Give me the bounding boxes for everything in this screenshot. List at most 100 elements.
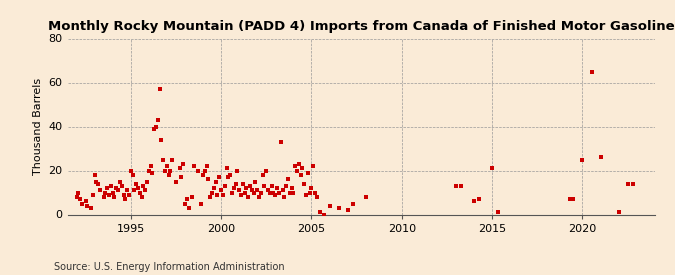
- Point: [201, 164, 212, 168]
- Point: [151, 124, 161, 129]
- Point: [300, 192, 311, 197]
- Point: [136, 195, 147, 199]
- Point: [225, 173, 236, 177]
- Point: [102, 186, 113, 190]
- Point: [248, 190, 259, 195]
- Title: Monthly Rocky Mountain (PADD 4) Imports from Canada of Finished Motor Gasoline: Monthly Rocky Mountain (PADD 4) Imports …: [48, 20, 674, 33]
- Point: [622, 182, 633, 186]
- Point: [586, 69, 597, 74]
- Point: [71, 195, 82, 199]
- Point: [199, 168, 210, 173]
- Point: [268, 190, 279, 195]
- Point: [127, 173, 138, 177]
- Point: [232, 168, 243, 173]
- Point: [221, 166, 232, 170]
- Point: [288, 190, 299, 195]
- Point: [259, 184, 270, 188]
- Point: [183, 206, 194, 210]
- Point: [236, 192, 246, 197]
- Point: [132, 186, 143, 190]
- Point: [129, 188, 140, 192]
- Point: [295, 173, 306, 177]
- Point: [348, 201, 358, 206]
- Point: [156, 138, 167, 142]
- Point: [192, 168, 203, 173]
- Point: [243, 195, 254, 199]
- Point: [209, 186, 219, 190]
- Point: [111, 186, 122, 190]
- Point: [456, 184, 467, 188]
- Point: [176, 175, 187, 179]
- Point: [294, 162, 304, 166]
- Point: [310, 190, 321, 195]
- Y-axis label: Thousand Barrels: Thousand Barrels: [33, 78, 43, 175]
- Point: [163, 173, 174, 177]
- Point: [228, 186, 239, 190]
- Point: [263, 188, 273, 192]
- Point: [214, 175, 225, 179]
- Point: [99, 195, 109, 199]
- Point: [299, 182, 310, 186]
- Point: [89, 173, 100, 177]
- Point: [174, 166, 185, 170]
- Point: [100, 190, 111, 195]
- Point: [115, 179, 126, 184]
- Point: [290, 164, 300, 168]
- Point: [80, 199, 91, 204]
- Point: [165, 168, 176, 173]
- Point: [487, 166, 497, 170]
- Point: [246, 188, 257, 192]
- Point: [217, 192, 228, 197]
- Point: [158, 157, 169, 162]
- Point: [171, 179, 182, 184]
- Point: [238, 182, 248, 186]
- Point: [308, 164, 319, 168]
- Point: [212, 192, 223, 197]
- Point: [342, 208, 353, 212]
- Point: [275, 140, 286, 144]
- Point: [283, 177, 294, 182]
- Point: [109, 195, 120, 199]
- Point: [203, 177, 214, 182]
- Point: [281, 184, 292, 188]
- Point: [223, 175, 234, 179]
- Point: [324, 204, 335, 208]
- Point: [107, 190, 118, 195]
- Point: [180, 201, 190, 206]
- Point: [564, 197, 575, 201]
- Point: [468, 199, 479, 204]
- Point: [286, 186, 297, 190]
- Point: [148, 126, 159, 131]
- Point: [230, 182, 241, 186]
- Point: [73, 190, 84, 195]
- Point: [95, 188, 105, 192]
- Point: [292, 168, 302, 173]
- Point: [153, 118, 163, 122]
- Point: [122, 188, 132, 192]
- Point: [257, 173, 268, 177]
- Point: [198, 173, 209, 177]
- Point: [76, 201, 87, 206]
- Point: [196, 201, 207, 206]
- Point: [277, 188, 288, 192]
- Point: [250, 179, 261, 184]
- Point: [273, 190, 284, 195]
- Point: [134, 190, 145, 195]
- Point: [333, 206, 344, 210]
- Point: [284, 190, 295, 195]
- Point: [360, 195, 371, 199]
- Point: [188, 164, 199, 168]
- Point: [255, 190, 266, 195]
- Point: [155, 87, 165, 91]
- Text: Source: U.S. Energy Information Administration: Source: U.S. Energy Information Administ…: [54, 262, 285, 272]
- Point: [211, 179, 221, 184]
- Point: [207, 190, 217, 195]
- Point: [270, 192, 281, 197]
- Point: [261, 168, 271, 173]
- Point: [126, 168, 136, 173]
- Point: [116, 184, 127, 188]
- Point: [244, 184, 255, 188]
- Point: [91, 179, 102, 184]
- Point: [205, 195, 215, 199]
- Point: [227, 190, 238, 195]
